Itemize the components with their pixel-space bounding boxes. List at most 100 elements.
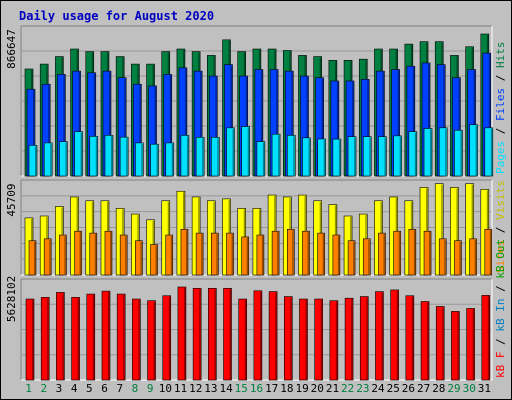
kbf-bar bbox=[71, 297, 80, 381]
sites-bar-shade bbox=[444, 239, 446, 275]
kbf-bar-shade bbox=[487, 296, 490, 380]
sites-bar-shade bbox=[155, 245, 158, 275]
files-bar-shade bbox=[412, 67, 415, 176]
sites-bar-shade bbox=[79, 232, 82, 275]
sites-bar bbox=[347, 240, 356, 276]
legend-separator: / bbox=[494, 220, 507, 240]
pages-bar bbox=[469, 124, 478, 177]
sites-bar-shade bbox=[49, 239, 51, 275]
pages-bar-shade bbox=[460, 131, 462, 176]
files-bar-shade bbox=[230, 65, 233, 176]
kbf-bar bbox=[147, 300, 156, 381]
day-label: 12 bbox=[189, 382, 202, 395]
pages-bar bbox=[226, 127, 235, 177]
day-label: 15 bbox=[235, 382, 248, 395]
files-bar-shade bbox=[48, 85, 50, 176]
day-label: 11 bbox=[174, 382, 187, 395]
legend-separator: / bbox=[494, 332, 507, 352]
files-bar-shade bbox=[473, 70, 476, 176]
kbf-bar-shade bbox=[366, 297, 368, 380]
kbf-bar bbox=[40, 297, 50, 381]
kbf-bar-shade bbox=[335, 301, 338, 380]
pages-bar bbox=[271, 133, 281, 177]
day-label: 19 bbox=[295, 382, 308, 395]
pages-bar-shade bbox=[475, 125, 478, 176]
pages-bar bbox=[332, 138, 342, 177]
kbf-bar bbox=[177, 286, 187, 381]
kbf-bar bbox=[466, 308, 475, 381]
pages-bar-shade bbox=[369, 137, 371, 176]
kbf-bar-shade bbox=[411, 296, 414, 380]
kbf-bar-shade bbox=[381, 292, 383, 380]
kbf-bar bbox=[25, 298, 35, 381]
legend-separator: / bbox=[494, 68, 507, 88]
pages-bar bbox=[150, 143, 159, 177]
legend-visits-sites: Sites / Visits bbox=[494, 180, 507, 273]
sites-bar-shade bbox=[489, 230, 492, 275]
kbf-bar-shade bbox=[153, 301, 156, 380]
pages-bar bbox=[362, 136, 372, 177]
sites-bar bbox=[332, 234, 341, 276]
sites-bar-shade bbox=[64, 236, 66, 275]
day-label: 22 bbox=[341, 382, 354, 395]
sites-bar-shade bbox=[231, 234, 234, 275]
pages-bar-shade bbox=[414, 132, 417, 176]
pages-bar-shade bbox=[247, 127, 250, 176]
day-label: 30 bbox=[463, 382, 476, 395]
sites-bar bbox=[28, 240, 37, 276]
day-label: 17 bbox=[265, 382, 278, 395]
pages-bar bbox=[119, 136, 129, 177]
files-bar-shade bbox=[443, 65, 445, 176]
kbf-bar-shade bbox=[229, 289, 232, 380]
day-label: 10 bbox=[159, 382, 172, 395]
sites-bar bbox=[135, 240, 143, 276]
files-bar-shade bbox=[260, 70, 263, 176]
files-bar-shade bbox=[291, 72, 293, 176]
day-label: 28 bbox=[432, 382, 445, 395]
files-bar-shade bbox=[78, 72, 81, 176]
sites-bar bbox=[393, 230, 401, 276]
pages-bar-shade bbox=[35, 146, 37, 176]
sites-bar bbox=[89, 232, 98, 276]
kbf-bar-shade bbox=[32, 300, 34, 380]
files-bar-shade bbox=[397, 70, 400, 176]
files-bar-shade bbox=[93, 73, 96, 176]
kbf-bar bbox=[405, 295, 415, 381]
pages-bar bbox=[89, 136, 99, 177]
sites-bar-shade bbox=[109, 232, 112, 275]
pages-bar bbox=[454, 129, 463, 177]
kbf-bar bbox=[314, 298, 323, 381]
files-bar-shade bbox=[200, 72, 202, 176]
kbf-bar-shade bbox=[199, 289, 201, 380]
day-label: 31 bbox=[478, 382, 491, 395]
pages-bar-shade bbox=[80, 132, 83, 176]
day-label: 27 bbox=[417, 382, 430, 395]
pages-bar-shade bbox=[293, 136, 295, 176]
visits-bar-shade bbox=[471, 184, 474, 275]
sites-bar-shade bbox=[353, 241, 355, 275]
visits-bar-shade bbox=[441, 184, 443, 275]
sites-bar bbox=[423, 230, 432, 276]
legend-kbytes: kB F / kB In / kB Out bbox=[494, 239, 507, 378]
sites-bar bbox=[180, 229, 189, 276]
pages-bar bbox=[378, 136, 387, 177]
kbf-bar bbox=[344, 297, 354, 381]
kbf-bar-shade bbox=[320, 300, 323, 380]
sites-bar bbox=[378, 232, 386, 276]
day-label: 7 bbox=[116, 382, 123, 395]
pages-bar bbox=[28, 145, 38, 177]
pages-bar-shade bbox=[156, 145, 159, 176]
sites-bar bbox=[241, 236, 250, 276]
sites-bar bbox=[286, 229, 295, 276]
panel-hits-ymax-label: 866647 bbox=[5, 29, 18, 69]
legend-visits: Visits bbox=[494, 180, 507, 220]
pages-bar-shade bbox=[186, 136, 189, 176]
pages-bar-shade bbox=[202, 138, 204, 176]
kbf-bar-shade bbox=[214, 289, 216, 380]
day-label: 20 bbox=[311, 382, 324, 395]
pages-bar bbox=[347, 136, 357, 177]
kbf-bar bbox=[451, 311, 460, 381]
pages-bar-shade bbox=[141, 143, 143, 176]
kbf-bar bbox=[435, 306, 445, 381]
kbf-bar-shade bbox=[123, 295, 125, 380]
